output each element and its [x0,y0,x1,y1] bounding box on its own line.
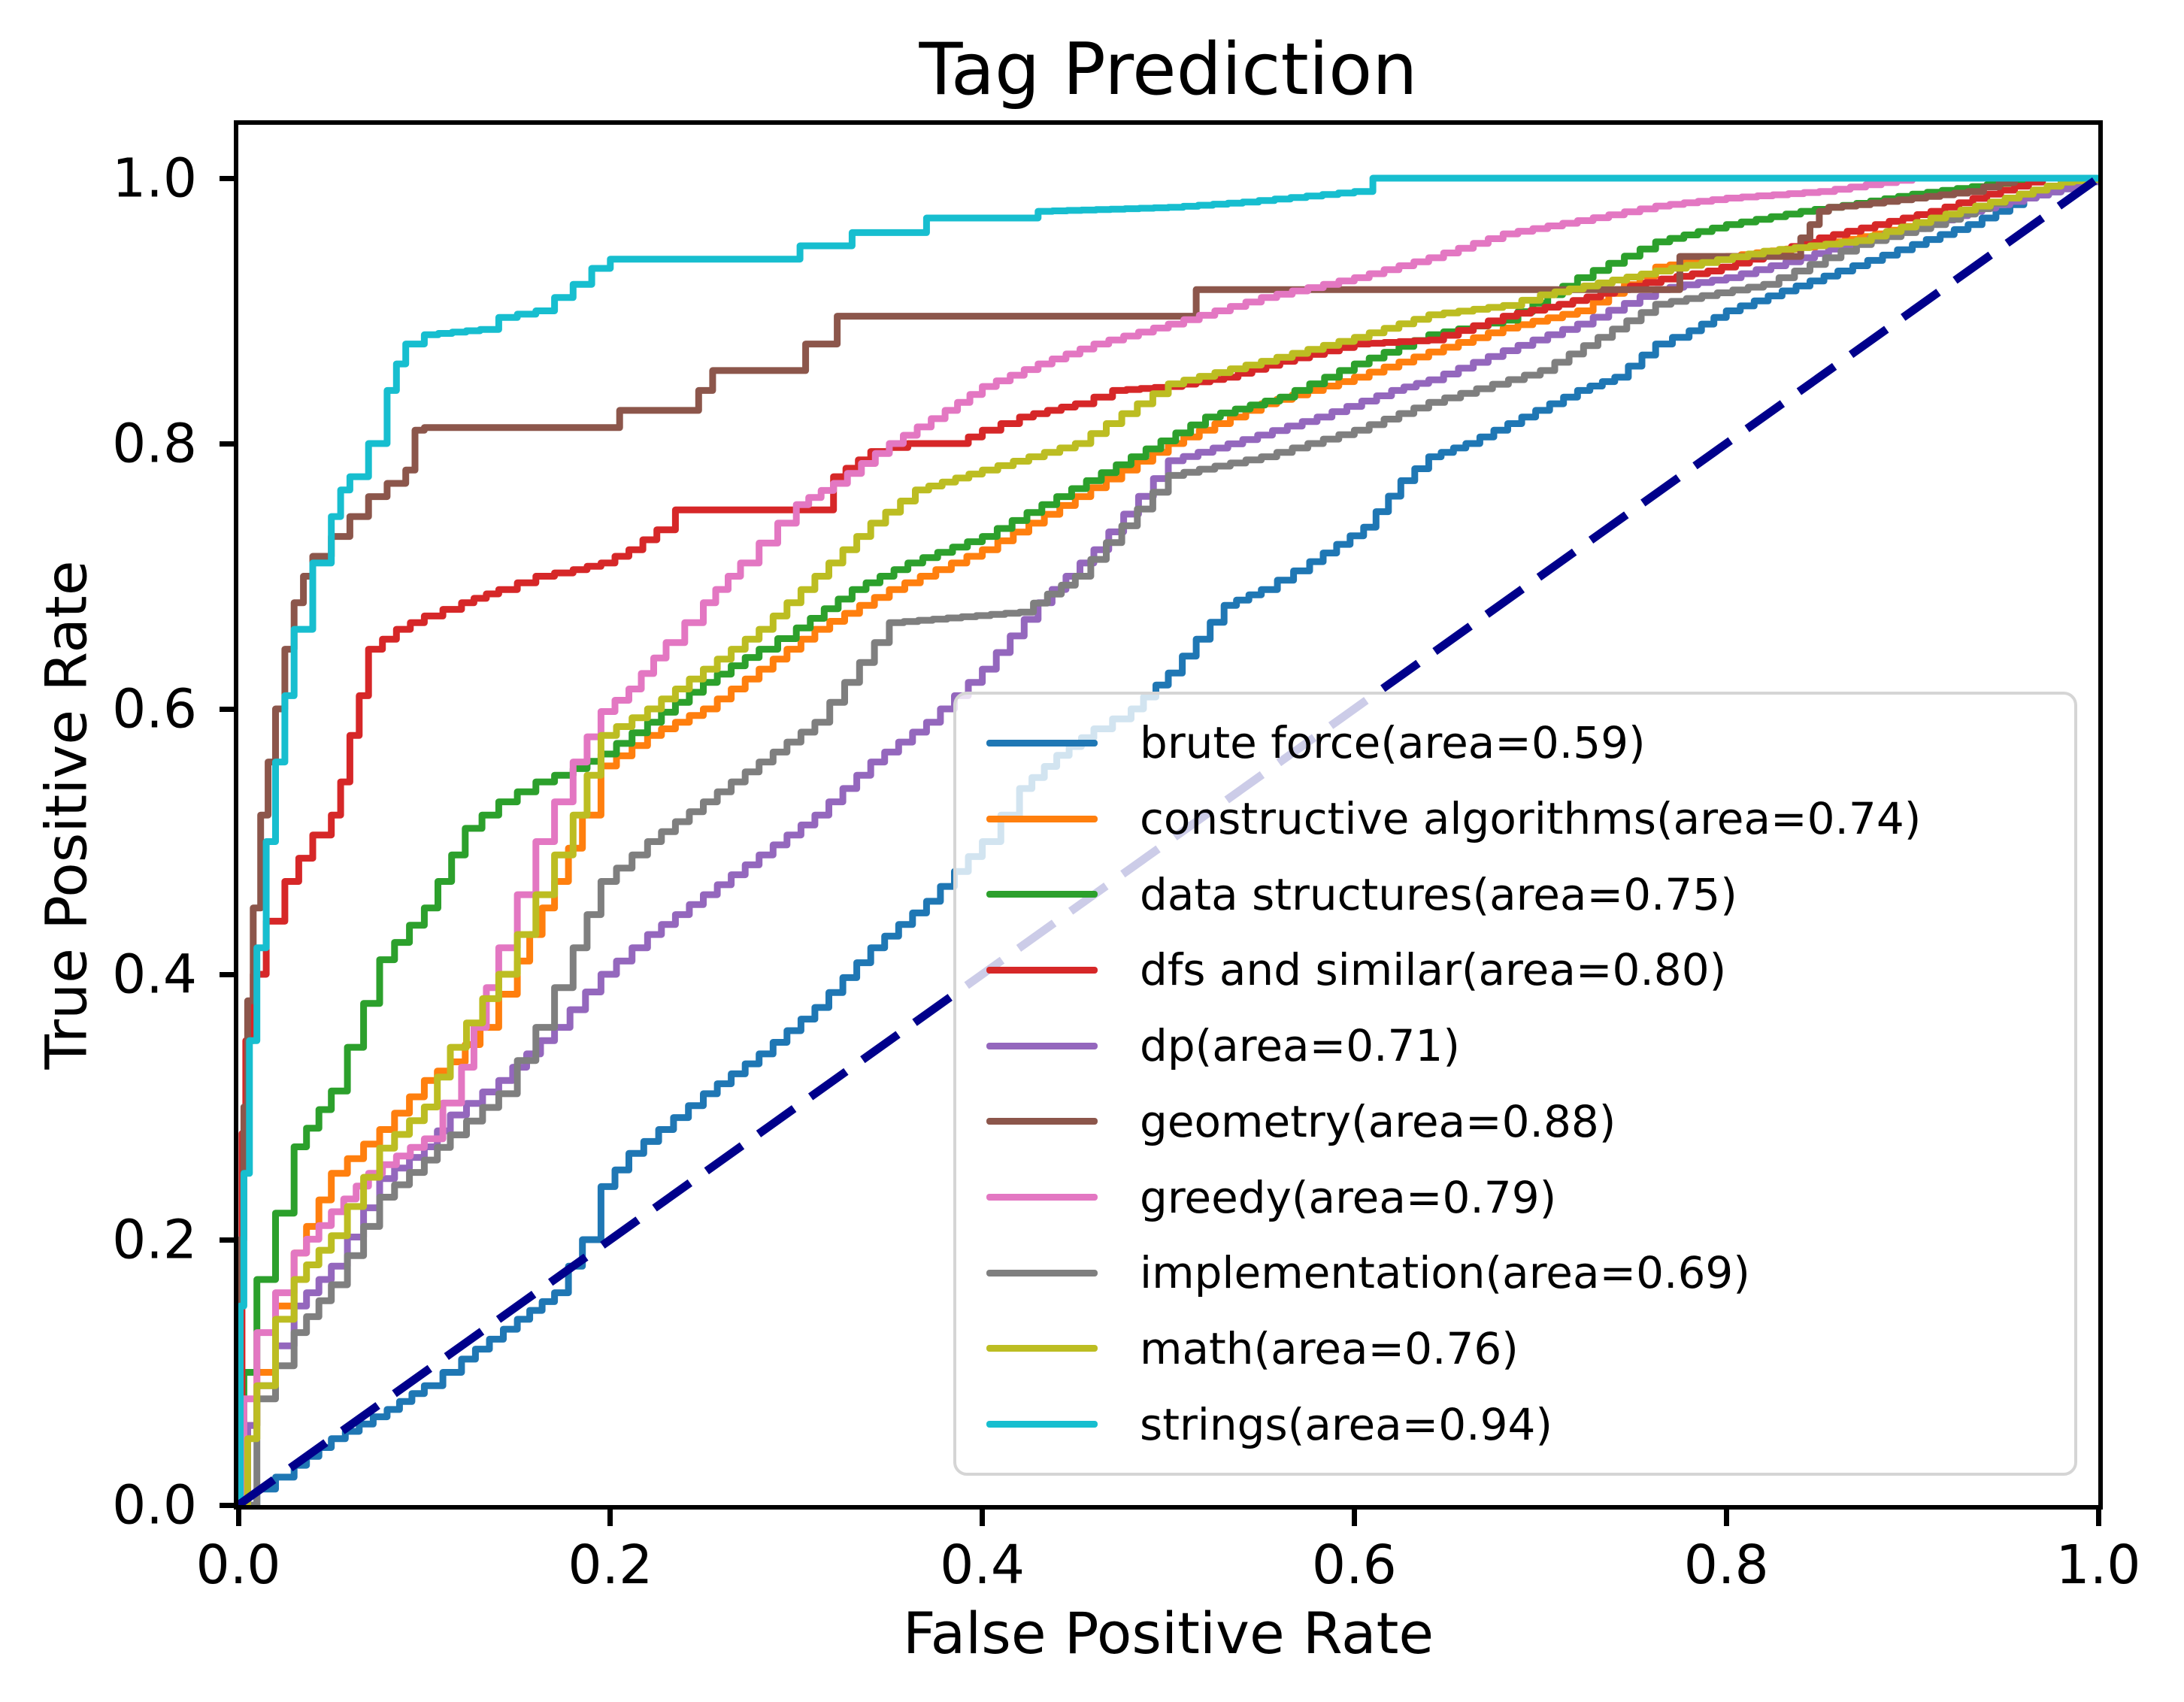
legend-item-greedy: greedy(area=0.79) [956,1159,2074,1235]
y-tick-mark [220,1237,238,1243]
legend-swatch [986,739,1098,747]
y-tick-mark [220,706,238,712]
y-tick-label: 0.8 [112,412,197,475]
legend-item-strings: strings(area=0.94) [956,1386,2074,1462]
roc-curves-svg [238,174,2098,1505]
legend-label: constructive algorithms(area=0.74) [1140,793,1922,845]
legend-label: implementation(area=0.69) [1140,1247,1750,1299]
y-tick-label: 0.4 [112,943,197,1006]
y-tick-mark [220,1502,238,1508]
x-tick-mark [1723,1507,1729,1526]
legend-item-data-structures: data structures(area=0.75) [956,856,2074,932]
y-tick-mark [220,441,238,447]
legend-swatch [986,1118,1098,1125]
legend-swatch [986,1194,1098,1201]
x-tick-mark [2095,1507,2101,1526]
legend-item-dp: dp(area=0.71) [956,1008,2074,1084]
x-tick-mark [235,1507,241,1526]
y-tick-label: 0.6 [112,677,197,740]
legend-item-math: math(area=0.76) [956,1311,2074,1387]
x-tick-mark [1351,1507,1357,1526]
y-tick-label: 1.0 [112,147,197,210]
legend-label: brute force(area=0.59) [1140,717,1646,769]
legend-label: geometry(area=0.88) [1140,1095,1616,1147]
legend-label: dfs and similar(area=0.80) [1140,944,1727,996]
chart-title: Tag Prediction [919,29,1418,111]
y-tick-label: 0.2 [112,1208,197,1271]
legend-swatch [986,966,1098,974]
x-tick-label: 0.2 [568,1534,653,1596]
x-axis-label: False Positive Rate [902,1600,1434,1667]
legend-swatch [986,1345,1098,1352]
x-tick-label: 0.6 [1311,1534,1397,1596]
legend-item-dfs-and-similar: dfs and similar(area=0.80) [956,932,2074,1008]
roc-curve-data-structures [238,174,2098,1505]
plot-area: brute force(area=0.59) constructive algor… [234,120,2103,1510]
x-tick-label: 1.0 [2055,1534,2141,1596]
legend-swatch [986,1421,1098,1428]
x-tick-label: 0.0 [195,1534,281,1596]
y-tick-mark [220,175,238,181]
legend-item-implementation: implementation(area=0.69) [956,1235,2074,1311]
legend-swatch [986,891,1098,898]
roc-curve-math [238,174,2098,1505]
y-tick-label: 0.0 [112,1473,197,1537]
roc-curve-brute-force [238,174,2098,1505]
x-tick-label: 0.8 [1683,1534,1769,1596]
legend-item-brute-force: brute force(area=0.59) [956,705,2074,781]
legend-label: greedy(area=0.79) [1140,1171,1557,1223]
legend-swatch [986,1042,1098,1049]
legend-item-constructive-algorithms: constructive algorithms(area=0.74) [956,781,2074,857]
y-axis-label: True Positive Rate [32,560,100,1070]
legend-label: dp(area=0.71) [1140,1020,1460,1072]
legend-label: data structures(area=0.75) [1140,868,1737,920]
legend-item-geometry: geometry(area=0.88) [956,1084,2074,1160]
roc-curve-implementation [238,174,2098,1505]
legend-swatch [986,815,1098,822]
legend-swatch [986,1269,1098,1276]
legend-label: strings(area=0.94) [1140,1398,1553,1450]
y-tick-mark [220,971,238,977]
roc-curve-greedy [238,174,2098,1505]
roc-curve-dp [238,174,2098,1505]
legend-label: math(area=0.76) [1140,1322,1519,1374]
legend: brute force(area=0.59) constructive algor… [953,692,2077,1476]
x-tick-label: 0.4 [940,1534,1025,1596]
roc-curve-strings [238,174,2098,1505]
x-tick-mark [607,1507,613,1526]
x-tick-mark [980,1507,986,1526]
roc-curve-geometry [238,174,2098,1505]
